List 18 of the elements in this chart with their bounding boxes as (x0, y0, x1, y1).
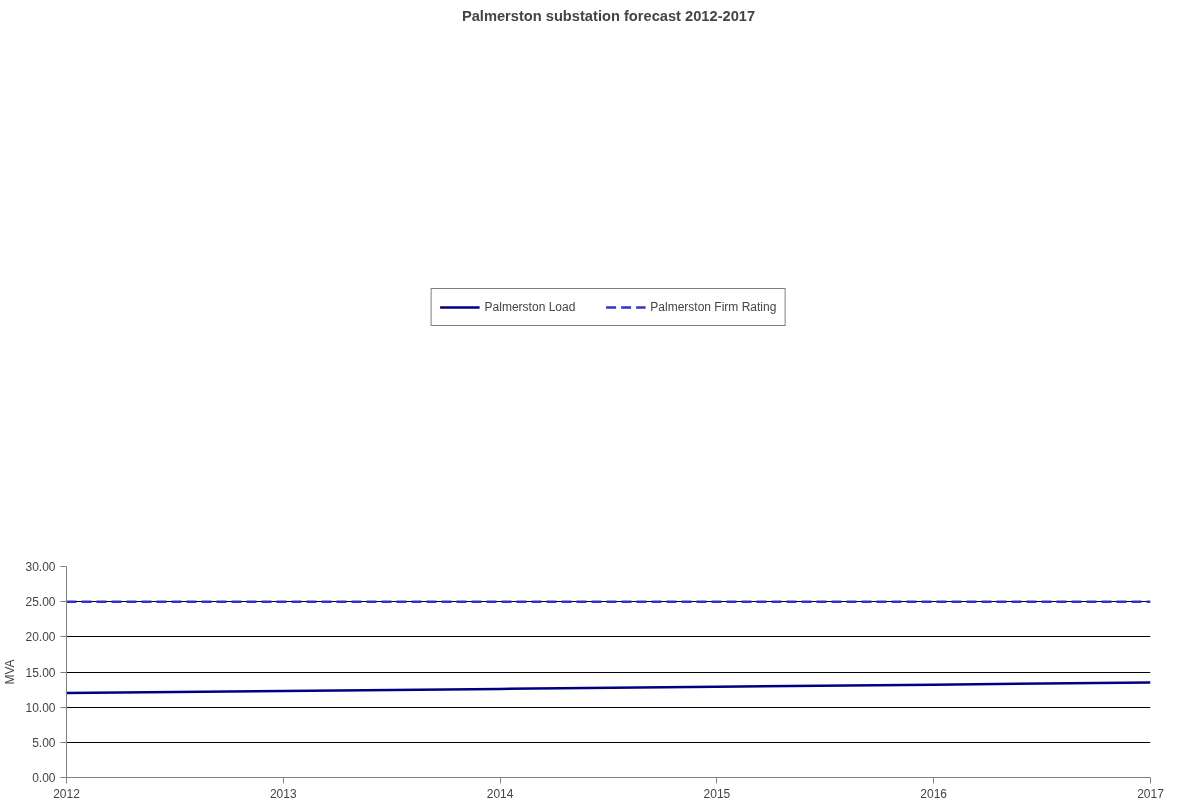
x-tick-label: 2016 (920, 786, 948, 801)
x-tick-label: 2014 (486, 786, 514, 801)
legend-label: Palmerston Firm Rating (650, 300, 777, 314)
y-tick-label: 10.00 (25, 700, 56, 715)
y-tick-label: 20.00 (25, 630, 56, 645)
x-tick-label: 2013 (269, 786, 297, 801)
x-tick-label: 2017 (1137, 786, 1165, 801)
line-series (66, 681, 1151, 695)
y-tick-label: 25.00 (25, 595, 56, 610)
y-tick-label: 30.00 (25, 560, 56, 574)
chart-title: Palmerston substation forecast 2012-2017 (461, 7, 756, 24)
y-tick-label: 5.00 (32, 735, 56, 750)
legend-label: Palmerston Load (484, 300, 576, 314)
x-tick-label: 2015 (703, 786, 731, 801)
y-axis-title: MVA (3, 659, 18, 685)
x-tick-label: 2012 (53, 786, 81, 801)
y-tick-label: 0.00 (32, 771, 56, 785)
y-tick-label: 15.00 (25, 665, 56, 680)
